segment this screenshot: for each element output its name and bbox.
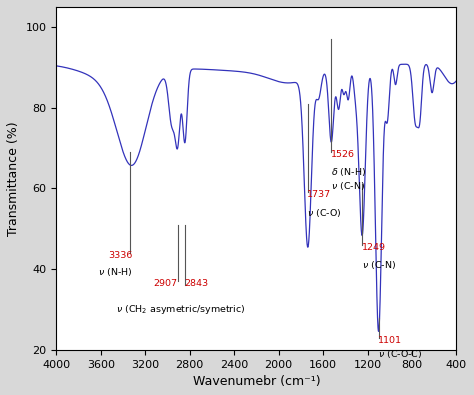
Text: $\nu$ (N-H): $\nu$ (N-H) [98,266,133,278]
Text: 1249: 1249 [362,243,385,252]
Text: $\nu$ (C-O-C): $\nu$ (C-O-C) [378,348,422,360]
Text: $\nu$ (C-N): $\nu$ (C-N) [331,181,365,192]
Text: 1526: 1526 [331,150,355,159]
X-axis label: Wavenumebr (cm⁻¹): Wavenumebr (cm⁻¹) [192,375,320,388]
Text: 1737: 1737 [307,190,331,199]
Text: 2843: 2843 [184,279,209,288]
Text: 3336: 3336 [109,251,133,260]
Text: $\nu$ (C-N): $\nu$ (C-N) [362,259,396,271]
Text: 1101: 1101 [378,336,402,345]
Text: $\nu$ (CH$_2$ asymetric/symetric): $\nu$ (CH$_2$ asymetric/symetric) [117,303,246,316]
Y-axis label: Transmittance (%): Transmittance (%) [7,121,20,236]
Text: $\nu$ (C-O): $\nu$ (C-O) [307,207,342,218]
Text: $\delta$ (N-H): $\delta$ (N-H) [331,166,366,178]
Text: 2907: 2907 [154,279,178,288]
